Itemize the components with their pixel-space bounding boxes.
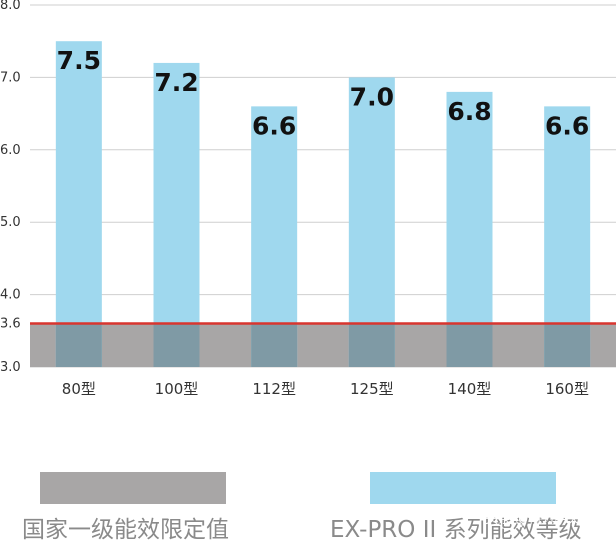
bar xyxy=(348,77,395,368)
x-tick-label: 125型 xyxy=(350,380,394,398)
legend-swatch xyxy=(40,472,226,504)
band-overlay xyxy=(55,323,591,367)
x-tick-label: 140型 xyxy=(448,380,492,398)
legend-label: EX-PRO II 系列能效等级 xyxy=(330,517,582,542)
legend-swatch xyxy=(370,472,556,504)
y-tick-label: 7.0 xyxy=(0,70,21,85)
bar-band-overlap xyxy=(251,323,298,367)
value-label: 6.6 xyxy=(252,111,296,140)
x-tick-label: 160型 xyxy=(545,380,589,398)
reference-band xyxy=(30,323,616,367)
legend-label: 国家一级能效限定值 xyxy=(22,517,229,542)
gridlines xyxy=(30,4,616,368)
bar-band-overlap xyxy=(55,323,102,367)
y-tick-label: 4.0 xyxy=(0,288,21,303)
bar xyxy=(446,91,493,367)
y-axis-ticks: 3.0 3.6 4.0 5.0 6.0 7.0 8.0 xyxy=(0,0,21,375)
y-tick-label: 3.0 xyxy=(0,360,21,375)
reference-band-rect xyxy=(30,323,616,367)
value-label: 7.2 xyxy=(154,68,198,97)
value-label: 6.8 xyxy=(447,97,491,126)
x-tick-label: 112型 xyxy=(252,380,296,398)
y-tick-label: 6.0 xyxy=(0,143,21,158)
bar-band-overlap xyxy=(153,323,200,367)
value-labels: 7.5 7.2 6.6 7.0 6.8 6.6 xyxy=(57,46,590,140)
bar xyxy=(153,62,200,368)
bar xyxy=(55,41,102,367)
x-tick-label: 80型 xyxy=(62,380,96,398)
value-label: 6.6 xyxy=(545,111,589,140)
bar-band-overlap xyxy=(446,323,493,367)
y-tick-label: 8.0 xyxy=(0,0,21,13)
bar-band-overlap xyxy=(348,323,395,367)
bars xyxy=(55,41,591,368)
value-label: 7.5 xyxy=(57,46,101,75)
legend: 国家一级能效限定值 EX-PRO II 系列能效等级 xyxy=(22,472,582,542)
watermark: 头条 @格力中央空调 xyxy=(485,511,606,527)
bar-band-overlap xyxy=(544,323,591,367)
value-label: 7.0 xyxy=(350,82,394,111)
y-tick-label: 5.0 xyxy=(0,215,21,230)
y-tick-label: 3.6 xyxy=(0,317,21,332)
x-tick-label: 100型 xyxy=(155,380,199,398)
x-axis-ticks: 80型 100型 112型 125型 140型 160型 xyxy=(62,380,589,398)
